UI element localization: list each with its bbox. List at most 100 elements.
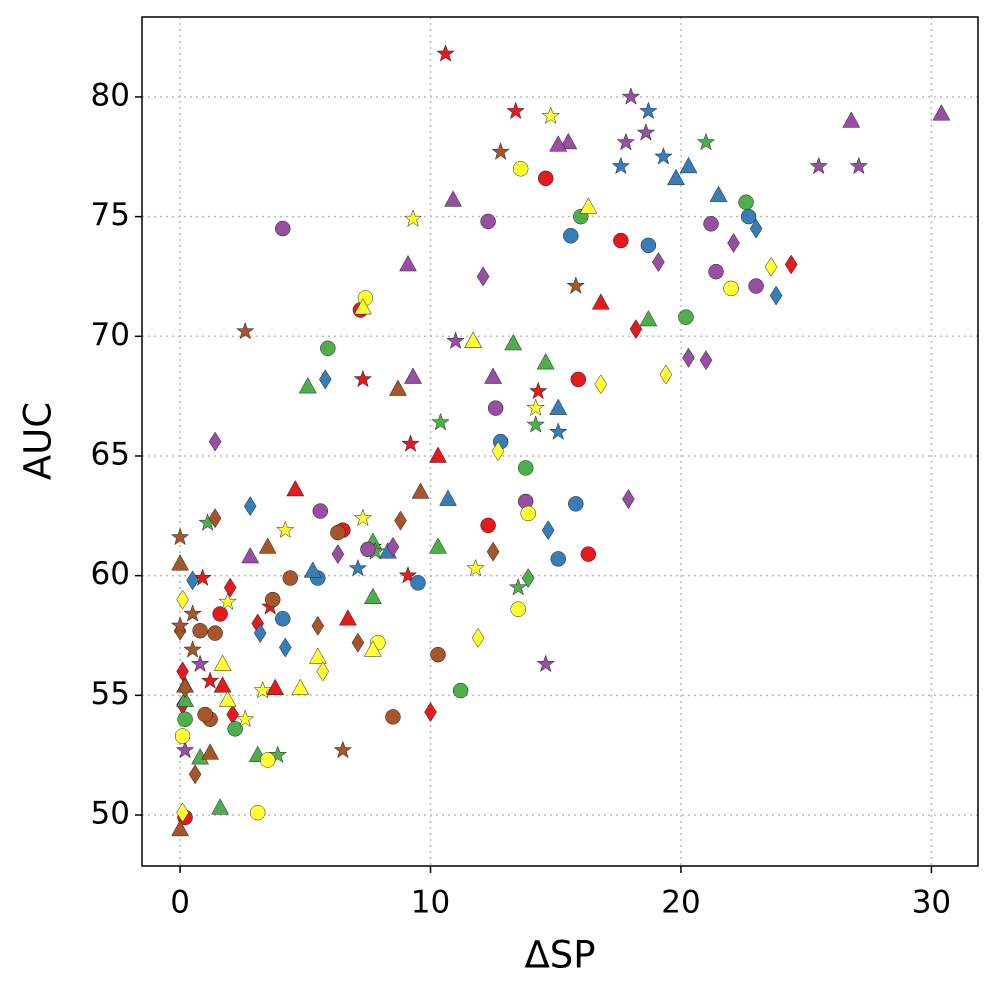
point bbox=[385, 709, 401, 725]
point bbox=[394, 510, 407, 531]
point bbox=[311, 615, 325, 636]
point bbox=[520, 505, 536, 522]
y-axis-label: AUC bbox=[17, 402, 60, 480]
grid bbox=[142, 17, 978, 866]
point bbox=[403, 209, 423, 227]
point bbox=[764, 256, 778, 277]
point bbox=[170, 527, 190, 546]
point bbox=[258, 537, 277, 554]
point bbox=[429, 537, 447, 554]
point bbox=[192, 622, 208, 639]
y-tick-label: 60 bbox=[91, 556, 130, 592]
point bbox=[316, 661, 330, 682]
point bbox=[521, 568, 535, 589]
plot-frame bbox=[141, 16, 979, 867]
point bbox=[622, 489, 635, 510]
point bbox=[436, 44, 455, 62]
point bbox=[452, 682, 469, 699]
point bbox=[563, 228, 579, 244]
point bbox=[566, 276, 586, 294]
point bbox=[197, 706, 213, 723]
point bbox=[175, 740, 195, 759]
point bbox=[476, 266, 490, 287]
point bbox=[218, 592, 237, 610]
point bbox=[508, 577, 528, 596]
point bbox=[170, 616, 190, 634]
point bbox=[471, 627, 485, 648]
x-tick-label: 10 bbox=[411, 885, 450, 921]
point bbox=[176, 690, 195, 707]
point bbox=[208, 431, 222, 452]
x-tick-label: 30 bbox=[912, 885, 951, 921]
point bbox=[446, 331, 465, 350]
point bbox=[253, 623, 267, 644]
point bbox=[235, 709, 255, 728]
point bbox=[659, 364, 673, 385]
point bbox=[303, 561, 322, 578]
point bbox=[331, 544, 345, 565]
point bbox=[439, 489, 457, 506]
point bbox=[186, 570, 199, 591]
y-tick-label: 55 bbox=[91, 676, 130, 712]
point bbox=[431, 412, 450, 431]
point bbox=[723, 280, 739, 297]
point bbox=[550, 551, 566, 567]
point bbox=[188, 764, 202, 785]
point bbox=[594, 374, 608, 395]
point bbox=[568, 496, 584, 512]
point bbox=[282, 570, 299, 586]
point bbox=[386, 536, 400, 557]
point bbox=[268, 745, 288, 764]
point bbox=[213, 676, 232, 693]
point bbox=[696, 132, 716, 151]
point bbox=[464, 331, 483, 348]
point bbox=[591, 293, 610, 310]
point bbox=[253, 680, 273, 699]
point bbox=[652, 252, 665, 273]
point bbox=[579, 197, 598, 214]
point bbox=[486, 541, 500, 562]
point bbox=[264, 591, 281, 608]
point bbox=[401, 434, 420, 452]
y-tick-label: 65 bbox=[91, 436, 130, 472]
point bbox=[480, 213, 496, 230]
y-tick-label: 50 bbox=[91, 796, 130, 832]
point bbox=[738, 194, 754, 211]
point bbox=[312, 503, 329, 519]
point bbox=[266, 678, 285, 695]
point bbox=[183, 604, 202, 622]
point bbox=[708, 263, 724, 280]
y-tick-label: 70 bbox=[91, 317, 130, 353]
points bbox=[170, 44, 951, 837]
point bbox=[404, 367, 422, 384]
point bbox=[667, 168, 685, 186]
point bbox=[679, 156, 698, 174]
point bbox=[491, 142, 510, 160]
point bbox=[549, 398, 568, 415]
point bbox=[411, 482, 430, 499]
point bbox=[353, 298, 372, 315]
point bbox=[286, 479, 305, 497]
point bbox=[512, 161, 529, 177]
point bbox=[171, 554, 190, 571]
point bbox=[487, 400, 504, 416]
point bbox=[279, 637, 292, 658]
point bbox=[348, 558, 368, 577]
point bbox=[549, 135, 568, 152]
point bbox=[178, 678, 192, 699]
point bbox=[769, 285, 783, 306]
point bbox=[218, 690, 237, 707]
point bbox=[338, 609, 357, 626]
point bbox=[223, 577, 237, 598]
point bbox=[528, 381, 548, 400]
point bbox=[363, 640, 382, 657]
point bbox=[703, 216, 719, 232]
point bbox=[748, 278, 764, 294]
point bbox=[399, 254, 417, 272]
point bbox=[176, 802, 189, 823]
point bbox=[176, 589, 189, 610]
point bbox=[227, 721, 243, 737]
point bbox=[353, 369, 373, 388]
